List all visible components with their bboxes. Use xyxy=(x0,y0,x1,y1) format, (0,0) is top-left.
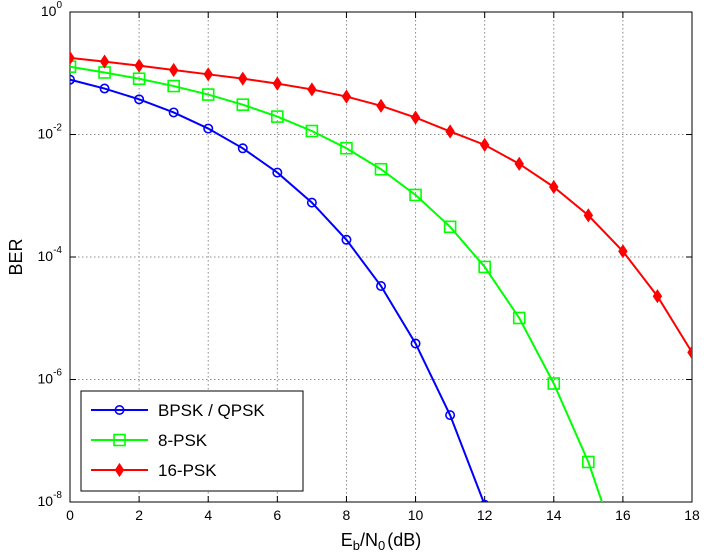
data-point-circle xyxy=(203,123,214,134)
data-point-diamond xyxy=(549,179,559,195)
x-axis-label-main: E xyxy=(341,530,353,550)
y-tick-label: 10-4 xyxy=(38,245,63,264)
data-point-diamond xyxy=(341,89,352,104)
y-tick-label: 10-6 xyxy=(38,368,63,387)
data-point-square xyxy=(409,188,422,202)
x-tick-label: 12 xyxy=(477,507,493,523)
legend: BPSK / QPSK 8-PSK 16-PSK xyxy=(80,390,304,492)
data-point-square xyxy=(374,162,388,176)
axis-ticks: 0 2 4 6 8 10 12 14 16 18 100 10-2 10-4 10-6 10-8 xyxy=(38,0,700,523)
data-point-diamond xyxy=(134,58,144,73)
data-point-square xyxy=(201,88,215,101)
data-point-circle xyxy=(272,167,283,178)
series-layer xyxy=(70,50,692,502)
data-point-diamond xyxy=(203,67,213,82)
series-line xyxy=(70,78,485,502)
data-point-diamond xyxy=(168,62,179,78)
data-point-square xyxy=(236,98,250,111)
data-point-circle xyxy=(306,197,317,208)
y-tick-label: 100 xyxy=(41,0,63,19)
data-point-circle xyxy=(410,338,421,349)
x-tick-label: 4 xyxy=(204,507,212,523)
data-point-circle xyxy=(375,281,386,292)
data-point-diamond xyxy=(445,124,455,139)
y-axis-label: BER xyxy=(6,238,26,275)
data-point-diamond xyxy=(410,110,421,125)
data-point-square xyxy=(167,79,180,93)
data-point-square xyxy=(132,72,146,86)
y-tick-label: 10-8 xyxy=(38,490,63,509)
x-axis-label-sub2: 0 xyxy=(378,538,385,553)
data-point-circle xyxy=(341,234,352,245)
data-point-circle xyxy=(445,410,456,421)
x-tick-label: 14 xyxy=(546,507,562,523)
data-point-diamond xyxy=(479,137,490,152)
data-point-square xyxy=(547,377,561,390)
data-point-circle xyxy=(134,94,145,105)
x-tick-label: 8 xyxy=(343,507,351,523)
data-point-square xyxy=(113,433,126,447)
data-point-square xyxy=(478,260,491,274)
data-point-square xyxy=(582,455,595,469)
data-point-circle xyxy=(237,143,248,154)
data-point-circle xyxy=(114,404,125,415)
data-point-circle xyxy=(168,107,179,118)
data-point-square xyxy=(512,311,526,325)
legend-label: 16-PSK xyxy=(158,461,217,480)
data-point-diamond xyxy=(376,98,386,113)
data-point-diamond xyxy=(70,50,75,65)
data-point-square xyxy=(443,220,457,234)
data-point-square xyxy=(340,141,353,155)
legend-label: BPSK / QPSK xyxy=(158,401,265,420)
series-16-psk xyxy=(70,50,692,360)
series-8-psk xyxy=(70,60,604,502)
data-point-diamond xyxy=(272,76,283,91)
data-point-diamond xyxy=(618,244,628,259)
x-tick-label: 2 xyxy=(135,507,143,523)
data-point-diamond xyxy=(583,208,594,223)
data-point-circle xyxy=(99,83,110,94)
x-tick-label: 0 xyxy=(66,507,74,523)
x-tick-label: 10 xyxy=(408,507,424,523)
data-point-circle xyxy=(70,74,75,85)
y-tick-label: 10-2 xyxy=(38,123,63,142)
data-point-square xyxy=(305,124,319,138)
data-point-diamond xyxy=(307,82,317,97)
data-point-diamond xyxy=(687,345,692,360)
x-tick-label: 16 xyxy=(615,507,631,523)
x-axis-label-tail: (dB) xyxy=(387,530,421,550)
data-point-circle xyxy=(480,499,489,502)
data-point-diamond xyxy=(652,289,663,304)
x-axis-label-sub1: b xyxy=(353,538,360,553)
data-point-diamond xyxy=(99,54,110,69)
data-point-square xyxy=(70,60,77,73)
data-point-diamond xyxy=(514,156,524,171)
series-bpsk-qpsk xyxy=(70,74,489,502)
series-line xyxy=(70,65,604,502)
data-point-square xyxy=(271,110,284,123)
x-axis-label: Eb/N0 (dB) xyxy=(341,530,422,553)
data-point-diamond xyxy=(114,462,125,478)
x-tick-label: 6 xyxy=(273,507,281,523)
x-axis-label-mid: /N xyxy=(360,530,378,550)
x-tick-label: 18 xyxy=(684,507,700,523)
legend-label: 8-PSK xyxy=(158,431,208,450)
data-point-diamond xyxy=(238,71,248,86)
